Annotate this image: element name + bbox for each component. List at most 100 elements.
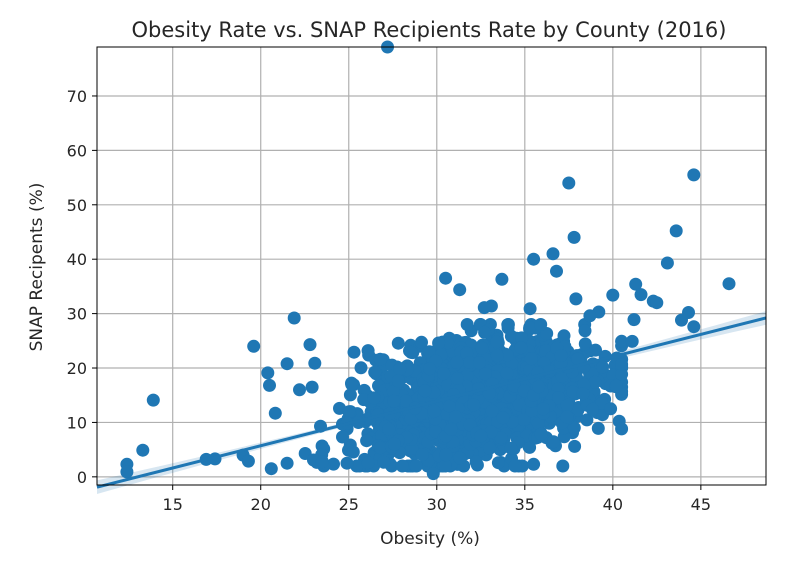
- data-point: [557, 329, 571, 343]
- data-point: [261, 366, 275, 380]
- data-point: [327, 457, 340, 471]
- data-point: [437, 367, 451, 381]
- data-point: [477, 301, 491, 315]
- data-point: [450, 355, 464, 369]
- data-point: [490, 349, 504, 363]
- x-tick-label: 30: [427, 495, 447, 514]
- data-point: [478, 367, 492, 381]
- data-point: [585, 402, 599, 416]
- regression-line: [96, 316, 767, 489]
- data-point: [357, 393, 371, 407]
- data-point: [604, 402, 618, 416]
- data-point: [500, 348, 514, 362]
- points-layer: [120, 40, 736, 481]
- data-point: [418, 384, 432, 398]
- data-point: [495, 272, 509, 286]
- data-point: [615, 422, 629, 436]
- data-point: [485, 404, 499, 418]
- data-point: [660, 256, 674, 270]
- data-point: [554, 349, 568, 362]
- data-point: [432, 336, 446, 350]
- data-point: [615, 334, 629, 348]
- data-point: [444, 422, 458, 436]
- data-point: [576, 387, 590, 401]
- x-tick-label: 20: [251, 495, 271, 514]
- data-point: [391, 336, 405, 350]
- data-point: [650, 296, 664, 310]
- data-point: [377, 455, 391, 469]
- y-tick-label: 50: [67, 196, 87, 215]
- data-point: [532, 380, 546, 394]
- data-point: [546, 247, 560, 261]
- data-point: [268, 406, 282, 420]
- data-point: [483, 441, 497, 455]
- data-point: [547, 435, 560, 449]
- data-point: [578, 337, 592, 351]
- data-point: [523, 321, 537, 334]
- data-point: [615, 357, 629, 371]
- data-point: [566, 385, 580, 399]
- data-point: [361, 344, 375, 358]
- data-point: [469, 455, 483, 469]
- data-point: [382, 422, 396, 436]
- data-point: [583, 309, 597, 323]
- data-point: [523, 440, 537, 454]
- data-point: [527, 252, 541, 266]
- data-point: [496, 411, 510, 425]
- data-point: [615, 367, 629, 381]
- data-point: [391, 374, 405, 388]
- y-axis-label: SNAP Recipents (%): [27, 183, 47, 352]
- data-point: [315, 455, 329, 469]
- data-point: [550, 264, 563, 278]
- y-tick-label: 40: [67, 250, 87, 269]
- data-point: [441, 336, 455, 350]
- x-axis-label: Obesity (%): [380, 529, 480, 549]
- data-point: [404, 412, 418, 425]
- data-point: [560, 410, 574, 424]
- data-point: [404, 345, 418, 359]
- data-point: [409, 459, 423, 473]
- data-point: [241, 454, 255, 468]
- data-point: [491, 456, 505, 470]
- data-point: [120, 465, 134, 479]
- data-point: [490, 335, 504, 349]
- data-point: [687, 168, 701, 182]
- data-point: [588, 375, 602, 389]
- data-point: [393, 362, 407, 376]
- data-point: [367, 391, 381, 405]
- data-point: [439, 448, 453, 462]
- data-point: [449, 410, 463, 424]
- data-point: [534, 318, 548, 331]
- data-point: [360, 434, 374, 448]
- data-point: [439, 271, 453, 285]
- x-tick-labels: 15 20 25 30 35 40 45: [163, 485, 711, 514]
- data-point: [536, 402, 550, 416]
- y-tick-labels: 0 10 20 30 40 50 60 70: [67, 87, 97, 487]
- data-point: [427, 404, 441, 418]
- y-tick-label: 70: [67, 87, 87, 106]
- data-point: [504, 441, 518, 455]
- grid-layer: [97, 47, 766, 485]
- data-point: [303, 338, 317, 352]
- data-point: [523, 302, 537, 316]
- data-point: [342, 405, 356, 419]
- data-point: [264, 462, 278, 476]
- data-point: [478, 325, 492, 339]
- data-point: [467, 398, 481, 412]
- plot-frame: [96, 46, 767, 486]
- data-point: [460, 369, 474, 383]
- data-point: [463, 356, 477, 369]
- data-point: [591, 421, 605, 435]
- data-point: [354, 361, 368, 375]
- data-point: [387, 394, 401, 408]
- data-point: [426, 467, 440, 481]
- regression-line-layer: [96, 316, 767, 489]
- data-point: [606, 288, 620, 302]
- data-point: [473, 356, 486, 370]
- data-point: [609, 379, 623, 393]
- data-point: [568, 439, 582, 453]
- data-point: [514, 341, 528, 355]
- data-point: [629, 277, 643, 291]
- data-point: [438, 459, 452, 473]
